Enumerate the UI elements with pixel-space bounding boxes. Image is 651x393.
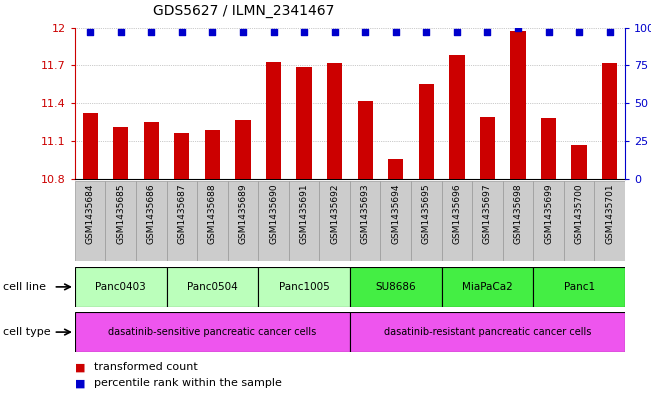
Text: GSM1435687: GSM1435687 xyxy=(177,183,186,244)
Text: transformed count: transformed count xyxy=(94,362,198,373)
Text: GSM1435693: GSM1435693 xyxy=(361,183,370,244)
Text: cell type: cell type xyxy=(3,327,51,337)
Bar xyxy=(350,312,625,352)
Bar xyxy=(388,159,404,179)
Text: GSM1435696: GSM1435696 xyxy=(452,183,462,244)
Bar xyxy=(350,181,380,261)
Text: GSM1435689: GSM1435689 xyxy=(238,183,247,244)
Text: Panc0403: Panc0403 xyxy=(95,282,146,292)
Point xyxy=(85,29,95,35)
Bar xyxy=(533,267,625,307)
Bar xyxy=(541,118,556,179)
Text: Panc0504: Panc0504 xyxy=(187,282,238,292)
Bar xyxy=(289,181,320,261)
Bar xyxy=(75,181,105,261)
Bar xyxy=(411,181,441,261)
Text: Panc1005: Panc1005 xyxy=(279,282,329,292)
Point xyxy=(513,24,523,31)
Bar xyxy=(472,181,503,261)
Point xyxy=(605,29,615,35)
Bar xyxy=(480,117,495,179)
Bar xyxy=(258,181,289,261)
Text: GSM1435686: GSM1435686 xyxy=(146,183,156,244)
Point xyxy=(329,29,340,35)
Text: GSM1435699: GSM1435699 xyxy=(544,183,553,244)
Text: GSM1435698: GSM1435698 xyxy=(514,183,523,244)
Text: GSM1435701: GSM1435701 xyxy=(605,183,614,244)
Bar xyxy=(564,181,594,261)
Text: GSM1435684: GSM1435684 xyxy=(86,183,94,244)
Bar xyxy=(449,55,465,179)
Point xyxy=(360,29,370,35)
Bar xyxy=(174,134,189,179)
Bar xyxy=(572,145,587,179)
Bar xyxy=(75,267,167,307)
Bar xyxy=(602,63,617,179)
Bar xyxy=(136,181,167,261)
Bar xyxy=(167,181,197,261)
Text: GSM1435688: GSM1435688 xyxy=(208,183,217,244)
Text: GSM1435685: GSM1435685 xyxy=(117,183,125,244)
Bar xyxy=(83,113,98,179)
Text: GSM1435690: GSM1435690 xyxy=(269,183,278,244)
Bar xyxy=(205,130,220,179)
Point xyxy=(146,29,156,35)
Bar xyxy=(357,101,373,179)
Bar xyxy=(503,181,533,261)
Bar xyxy=(105,181,136,261)
Bar xyxy=(228,181,258,261)
Point xyxy=(544,29,554,35)
Bar xyxy=(235,119,251,179)
Text: SU8686: SU8686 xyxy=(376,282,416,292)
Bar xyxy=(419,84,434,179)
Point xyxy=(421,29,432,35)
Point xyxy=(238,29,248,35)
Bar xyxy=(266,62,281,179)
Bar xyxy=(441,267,533,307)
Bar xyxy=(380,181,411,261)
Bar xyxy=(327,63,342,179)
Text: ■: ■ xyxy=(75,378,85,388)
Text: Panc1: Panc1 xyxy=(564,282,594,292)
Text: GSM1435700: GSM1435700 xyxy=(575,183,583,244)
Text: GSM1435694: GSM1435694 xyxy=(391,183,400,244)
Text: GSM1435692: GSM1435692 xyxy=(330,183,339,244)
Point xyxy=(482,29,493,35)
Bar xyxy=(533,181,564,261)
Point xyxy=(268,29,279,35)
Text: GSM1435695: GSM1435695 xyxy=(422,183,431,244)
Point xyxy=(452,29,462,35)
Bar xyxy=(510,31,525,179)
Text: GSM1435691: GSM1435691 xyxy=(299,183,309,244)
Bar xyxy=(113,127,128,179)
Text: percentile rank within the sample: percentile rank within the sample xyxy=(94,378,283,388)
Bar xyxy=(167,267,258,307)
Text: dasatinib-resistant pancreatic cancer cells: dasatinib-resistant pancreatic cancer ce… xyxy=(383,327,591,337)
Bar xyxy=(350,267,441,307)
Text: dasatinib-sensitive pancreatic cancer cells: dasatinib-sensitive pancreatic cancer ce… xyxy=(108,327,316,337)
Bar xyxy=(594,181,625,261)
Text: MiaPaCa2: MiaPaCa2 xyxy=(462,282,513,292)
Bar xyxy=(197,181,228,261)
Text: ■: ■ xyxy=(75,362,85,373)
Bar xyxy=(320,181,350,261)
Text: GSM1435697: GSM1435697 xyxy=(483,183,492,244)
Bar xyxy=(258,267,350,307)
Point xyxy=(176,29,187,35)
Bar xyxy=(441,181,472,261)
Text: GDS5627 / ILMN_2341467: GDS5627 / ILMN_2341467 xyxy=(153,4,335,18)
Bar xyxy=(296,66,312,179)
Point xyxy=(574,29,585,35)
Text: cell line: cell line xyxy=(3,282,46,292)
Point xyxy=(207,29,217,35)
Point xyxy=(391,29,401,35)
Point xyxy=(115,29,126,35)
Bar xyxy=(75,312,350,352)
Point xyxy=(299,29,309,35)
Bar xyxy=(144,122,159,179)
